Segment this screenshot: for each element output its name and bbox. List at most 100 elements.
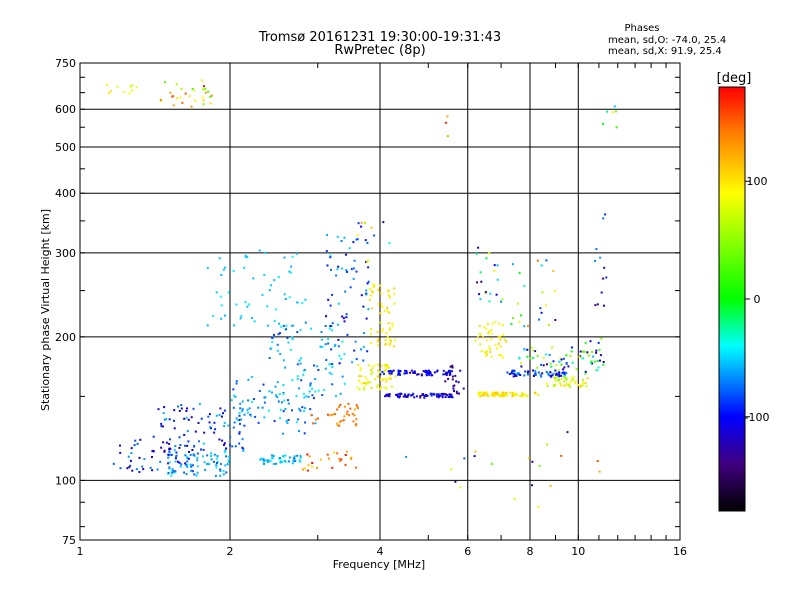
data-point (493, 394, 496, 397)
data-point (596, 303, 599, 306)
data-point (364, 239, 367, 242)
data-point (224, 314, 226, 317)
data-point (485, 257, 488, 260)
data-point (224, 266, 227, 269)
data-point (556, 379, 559, 382)
data-point (416, 373, 419, 376)
data-point (174, 460, 177, 463)
data-point (303, 410, 305, 412)
data-point (383, 377, 386, 380)
data-point (449, 365, 452, 368)
data-point (402, 395, 405, 398)
data-point (258, 390, 261, 392)
data-point (436, 369, 439, 372)
data-point (366, 350, 369, 353)
data-point (293, 459, 295, 462)
data-point (203, 431, 206, 434)
data-point (451, 364, 454, 367)
data-point (586, 377, 589, 380)
data-point (441, 396, 444, 399)
data-point (282, 384, 285, 387)
data-point (506, 371, 509, 374)
data-point (586, 351, 589, 354)
data-point (511, 395, 514, 398)
data-point (268, 357, 271, 359)
data-point (494, 344, 497, 347)
data-point (304, 298, 307, 301)
data-point (340, 419, 343, 422)
data-point (523, 325, 526, 328)
data-point (285, 328, 287, 331)
data-point (338, 362, 341, 365)
data-point (185, 455, 188, 458)
data-point (357, 407, 359, 410)
data-point (273, 420, 276, 423)
data-point (488, 252, 491, 255)
data-point (388, 327, 391, 330)
data-point (597, 341, 600, 344)
data-point (347, 402, 350, 405)
data-point (112, 462, 115, 465)
data-point (130, 447, 133, 450)
data-point (568, 382, 571, 385)
data-point (381, 328, 384, 331)
data-point (206, 463, 208, 465)
data-point (376, 375, 379, 378)
data-point (338, 424, 341, 427)
x-tick-label: 4 (377, 545, 384, 558)
data-point (424, 394, 427, 397)
data-point (288, 296, 291, 299)
data-point (501, 356, 504, 359)
data-point (174, 445, 177, 448)
colorbar-unit: [deg] (717, 71, 752, 86)
data-point (262, 462, 265, 465)
data-point (176, 460, 179, 463)
data-point (251, 317, 253, 320)
data-point (345, 313, 348, 316)
y-tick-labels: 75 100 200 300 400 500 600 750 (55, 57, 76, 547)
data-point (341, 340, 344, 343)
data-point (213, 453, 216, 456)
data-point (549, 371, 552, 374)
data-point (204, 91, 207, 94)
data-point (563, 366, 566, 369)
data-point (208, 413, 211, 416)
data-point (186, 430, 189, 433)
data-point (388, 294, 391, 297)
data-point (601, 122, 604, 125)
data-point (484, 291, 487, 294)
data-point (488, 345, 491, 348)
data-point (511, 372, 514, 375)
data-point (296, 331, 299, 334)
data-point (501, 324, 504, 327)
data-point (541, 372, 544, 375)
data-point (304, 421, 307, 424)
data-point (151, 469, 154, 472)
data-point (597, 366, 600, 369)
data-point (257, 406, 260, 409)
data-point (326, 264, 329, 267)
data-point (131, 89, 134, 92)
data-point (327, 338, 330, 340)
data-point (198, 403, 201, 405)
data-point (360, 375, 363, 378)
data-point (216, 460, 219, 463)
data-point (301, 301, 304, 304)
data-point (109, 90, 112, 93)
data-point (192, 407, 195, 410)
data-point (170, 474, 173, 477)
data-point (210, 452, 213, 455)
data-point (212, 460, 215, 463)
data-point (277, 333, 280, 336)
data-point (388, 296, 391, 299)
data-point (201, 96, 204, 99)
data-point (258, 249, 261, 252)
data-point (517, 372, 520, 375)
data-point (496, 278, 499, 281)
data-point (178, 409, 181, 412)
data-point (447, 377, 450, 380)
data-point (221, 439, 224, 442)
data-point (278, 393, 281, 396)
stats-x-mode: mean, sd,X: 91.9, 25.4 (608, 46, 722, 57)
data-point (557, 378, 560, 381)
